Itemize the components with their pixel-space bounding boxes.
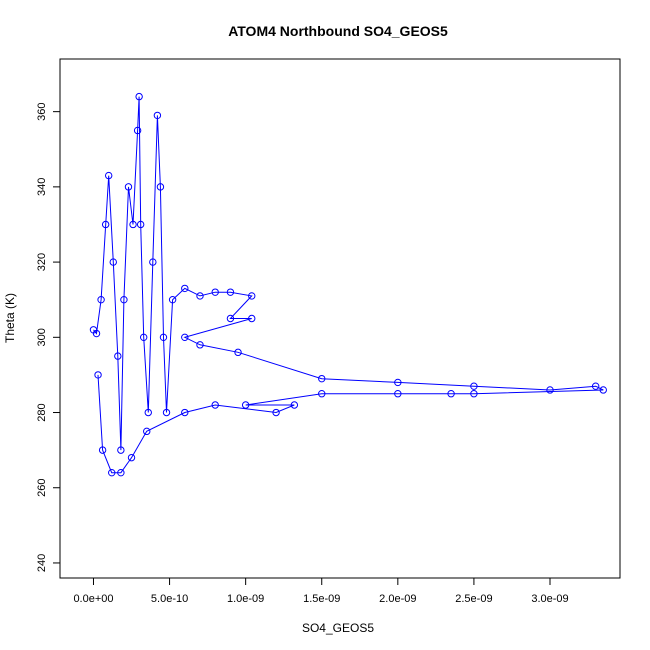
data-point — [108, 468, 116, 477]
data-point — [234, 348, 242, 357]
data-point — [127, 453, 136, 462]
chart-title: ATOM4 Northbound SO4_GEOS5 — [228, 23, 448, 39]
data-point — [318, 374, 326, 383]
data-point — [241, 401, 250, 409]
data-point — [117, 468, 125, 477]
y-axis-label: Theta (K) — [3, 293, 17, 343]
data-point — [290, 401, 299, 409]
x-tick-label: 1.5e-09 — [303, 593, 340, 605]
data-point — [591, 382, 600, 390]
data-point — [135, 92, 143, 101]
data-point — [181, 284, 189, 293]
data-point — [129, 220, 137, 229]
data-point — [162, 408, 171, 417]
data-point — [117, 446, 125, 454]
data-point — [133, 126, 142, 135]
data-point — [124, 183, 133, 191]
data-point — [168, 295, 177, 304]
x-tick-label: 2.0e-09 — [379, 593, 416, 605]
data-point — [114, 352, 122, 360]
data-point — [101, 220, 110, 229]
data-point — [97, 295, 105, 304]
plot-frame — [59, 58, 621, 579]
data-point — [149, 258, 157, 266]
data-point — [470, 382, 478, 390]
data-point — [136, 220, 145, 229]
data-point — [318, 390, 326, 398]
data-point — [181, 333, 189, 342]
data-point — [248, 292, 256, 300]
data-point — [211, 288, 219, 296]
data-point — [211, 401, 219, 409]
y-tick-label: 300 — [36, 328, 48, 346]
data-point — [153, 111, 162, 120]
x-axis-label: SO4_GEOS5 — [302, 621, 374, 635]
data-point — [226, 288, 235, 296]
data-point — [181, 408, 189, 417]
series-line — [93, 96, 604, 474]
y-tick-label: 360 — [36, 102, 48, 120]
data-point — [599, 386, 607, 394]
x-tick-label: 3.0e-09 — [531, 593, 568, 605]
x-tick-label: 5.0e-10 — [151, 593, 188, 605]
data-point — [447, 390, 455, 398]
data-point — [159, 333, 168, 342]
x-tick-label: 1.0e-09 — [227, 593, 264, 605]
x-tick-label: 0.0e+00 — [73, 593, 113, 605]
data-point — [144, 408, 152, 417]
data-point — [139, 333, 148, 342]
data-point — [226, 314, 235, 323]
data-point — [98, 446, 107, 454]
y-tick-label: 340 — [36, 178, 48, 196]
data-point — [248, 314, 256, 323]
data-point — [120, 295, 128, 304]
y-tick-label: 240 — [36, 554, 48, 572]
y-axis: 240 260 280 300 320 340 360 — [36, 102, 60, 572]
y-tick-label: 320 — [36, 253, 48, 271]
data-point — [92, 329, 101, 338]
data-point — [94, 371, 102, 379]
data-point — [196, 341, 204, 349]
x-tick-label: 2.5e-09 — [455, 593, 492, 605]
data-point — [546, 386, 554, 394]
x-axis: 0.0e+00 5.0e-10 1.0e-09 1.5e-09 2.0e-09 2.5e-… — [73, 578, 569, 605]
data-point — [196, 292, 204, 300]
data-point — [394, 390, 402, 398]
data-point — [143, 427, 151, 436]
y-tick-label: 260 — [36, 479, 48, 497]
data-point — [156, 183, 165, 191]
data-point — [470, 390, 478, 398]
y-tick-label: 280 — [36, 403, 48, 421]
data-point — [272, 408, 280, 417]
data-point — [394, 378, 402, 387]
data-point — [109, 258, 117, 266]
data-point — [104, 171, 113, 180]
